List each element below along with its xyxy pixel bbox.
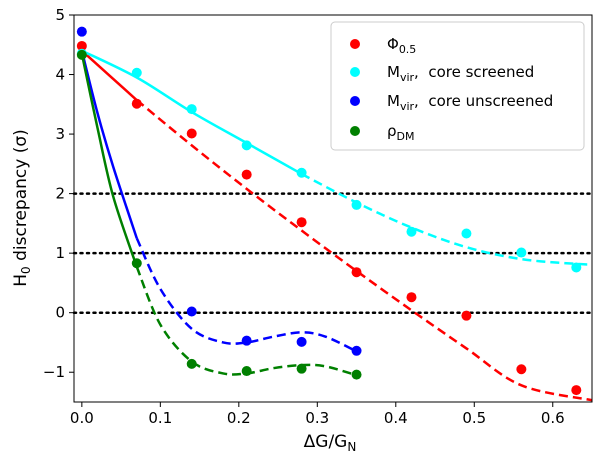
plot-frame bbox=[73, 14, 593, 403]
x-axis-label-sub: N bbox=[347, 440, 356, 454]
legend-label-mvir-screened-sub: vir bbox=[400, 71, 415, 84]
x-tick-label: 0.6 bbox=[541, 409, 565, 427]
data-point-series-1 bbox=[351, 199, 362, 210]
data-point-series-1 bbox=[461, 228, 472, 239]
legend: Φ0.5 Mvir, core screened Mvir, core unsc… bbox=[330, 21, 585, 151]
data-point-series-1 bbox=[406, 226, 417, 237]
data-point-series-0 bbox=[406, 292, 417, 303]
legend-label-mvir-screened-main: M bbox=[387, 63, 400, 81]
data-point-series-3 bbox=[241, 366, 252, 377]
legend-marker-rho bbox=[350, 126, 360, 136]
legend-label-phi-main: Φ bbox=[387, 35, 399, 53]
data-point-series-0 bbox=[76, 40, 87, 51]
x-axis-ticks: 0.0 0.1 0.2 0.3 0.4 0.5 0.6 bbox=[70, 402, 565, 427]
data-point-series-2 bbox=[241, 335, 252, 346]
legend-entry-rho: ρDM bbox=[350, 122, 415, 143]
legend-label-mvir-screened-rest: , core screened bbox=[414, 63, 534, 81]
y-tick-label: −1 bbox=[43, 363, 65, 381]
data-point-series-1 bbox=[131, 67, 142, 78]
legend-entry-phi: Φ0.5 bbox=[350, 35, 416, 56]
data-point-series-0 bbox=[296, 217, 307, 228]
data-point-series-3 bbox=[296, 363, 307, 374]
y-axis-label-sub: 0 bbox=[19, 266, 33, 274]
legend-entry-mvir-screened: Mvir, core screened bbox=[350, 63, 534, 84]
data-point-series-0 bbox=[241, 169, 252, 180]
y-axis-label-rest: discrepancy (σ) bbox=[11, 129, 31, 266]
x-axis-label-main: ΔG/G bbox=[304, 432, 348, 452]
data-point-series-0 bbox=[131, 98, 142, 109]
y-axis-label: H0 discrepancy (σ) bbox=[11, 129, 33, 286]
data-point-series-0 bbox=[351, 267, 362, 278]
fit-line-solid-series-2 bbox=[80, 50, 138, 239]
data-point-series-1 bbox=[241, 140, 252, 151]
legend-label-rho-sub: DM bbox=[397, 130, 415, 143]
legend-label-mvir-unscreened-sub: vir bbox=[400, 100, 415, 113]
legend-entry-mvir-unscreened: Mvir, core unscreened bbox=[350, 92, 553, 113]
data-point-series-1 bbox=[571, 262, 582, 273]
legend-label-mvir-screened: Mvir, core screened bbox=[387, 63, 534, 84]
legend-label-rho-main: ρ bbox=[387, 122, 397, 140]
x-tick-label: 0.2 bbox=[227, 409, 251, 427]
fit-line-dashed-series-0 bbox=[135, 99, 593, 402]
x-tick-label: 0.0 bbox=[70, 409, 94, 427]
legend-marker-phi bbox=[350, 39, 360, 49]
fit-line-dashed-series-2 bbox=[135, 237, 358, 353]
legend-label-mvir-unscreened-rest: , core unscreened bbox=[414, 92, 553, 110]
y-tick-label: 3 bbox=[55, 125, 65, 143]
data-point-series-2 bbox=[186, 306, 197, 317]
data-point-series-3 bbox=[186, 358, 197, 369]
y-axis-label-main: H bbox=[11, 274, 31, 287]
fit-line-solid-series-3 bbox=[80, 53, 138, 268]
data-point-series-2 bbox=[296, 336, 307, 347]
data-point-series-2 bbox=[76, 26, 87, 37]
data-points bbox=[76, 26, 582, 396]
data-point-series-3 bbox=[131, 258, 142, 269]
data-point-series-0 bbox=[516, 364, 527, 375]
y-tick-label: 5 bbox=[55, 6, 65, 24]
y-tick-label: 2 bbox=[55, 185, 65, 203]
data-point-series-0 bbox=[571, 385, 582, 396]
y-tick-label: 4 bbox=[55, 66, 65, 84]
legend-label-mvir-unscreened-main: M bbox=[387, 92, 400, 110]
data-point-series-0 bbox=[186, 128, 197, 139]
reference-lines bbox=[72, 192, 593, 314]
y-tick-label: 0 bbox=[55, 304, 65, 322]
x-tick-label: 0.3 bbox=[305, 409, 329, 427]
legend-label-rho: ρDM bbox=[387, 122, 415, 143]
data-point-series-0 bbox=[461, 310, 472, 321]
x-tick-label: 0.4 bbox=[384, 409, 408, 427]
data-point-series-1 bbox=[186, 104, 197, 115]
y-tick-label: 1 bbox=[55, 244, 65, 262]
y-axis-ticks: −1 0 1 2 3 4 5 bbox=[43, 6, 74, 381]
legend-label-phi-sub: 0.5 bbox=[399, 43, 417, 56]
legend-label-mvir-unscreened: Mvir, core unscreened bbox=[387, 92, 553, 113]
data-point-series-3 bbox=[351, 369, 362, 380]
data-point-series-3 bbox=[76, 49, 87, 60]
x-tick-label: 0.1 bbox=[148, 409, 172, 427]
data-point-series-1 bbox=[516, 247, 527, 258]
data-point-series-1 bbox=[296, 167, 307, 178]
legend-marker-mvir-unscreened bbox=[350, 96, 360, 106]
x-axis-label: ΔG/GN bbox=[304, 432, 357, 454]
legend-box bbox=[330, 21, 585, 151]
legend-marker-mvir-screened bbox=[350, 67, 360, 77]
x-tick-label: 0.5 bbox=[462, 409, 486, 427]
legend-label-phi: Φ0.5 bbox=[387, 35, 416, 56]
data-point-series-2 bbox=[351, 345, 362, 356]
